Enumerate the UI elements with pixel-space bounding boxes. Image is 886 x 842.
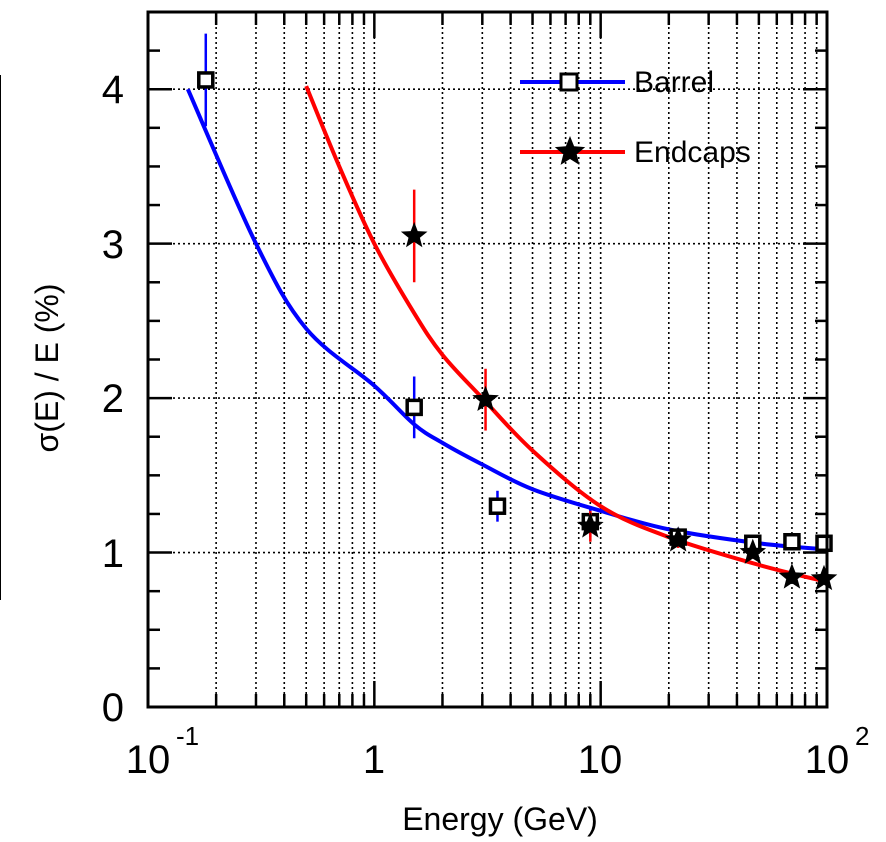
barrel-point bbox=[783, 532, 801, 551]
y-tick-label: 4 bbox=[102, 68, 124, 112]
plot-frame bbox=[146, 10, 829, 709]
endcaps-point bbox=[810, 564, 838, 591]
legend-barrel-label: Barrel bbox=[634, 66, 714, 99]
y-tick-label: 1 bbox=[102, 532, 124, 576]
y-tick-label: 3 bbox=[102, 223, 124, 267]
x-axis-label: Energy (GeV) bbox=[402, 801, 598, 837]
endcaps-point bbox=[739, 538, 767, 564]
barrel-point bbox=[488, 497, 507, 515]
x-tick-label: 1 bbox=[363, 738, 385, 782]
endcaps-point bbox=[472, 385, 499, 411]
y-axis-label: σ(E) / E (%) bbox=[29, 283, 65, 452]
endcaps-point bbox=[778, 563, 806, 589]
endcaps-point bbox=[400, 221, 428, 248]
y-tick-label: 0 bbox=[102, 686, 124, 730]
y-tick-label: 2 bbox=[102, 377, 124, 421]
legend-barrel-marker bbox=[559, 72, 579, 92]
axis-ticks bbox=[146, 12, 829, 709]
barrel-point bbox=[405, 398, 423, 417]
legend-endcaps-marker bbox=[554, 136, 586, 165]
x-tick-labels: 10 -1 1 10 10 2 bbox=[126, 721, 870, 782]
legend-endcaps-star bbox=[554, 136, 586, 165]
x-tick-label: 10 bbox=[578, 738, 623, 782]
grid-lines bbox=[148, 12, 827, 707]
legend: Barrel Endcaps bbox=[520, 66, 751, 169]
barrel-point bbox=[815, 534, 833, 553]
legend-endcaps-label: Endcaps bbox=[634, 136, 751, 169]
endcaps-point bbox=[577, 512, 604, 538]
endcaps-point bbox=[664, 526, 692, 552]
x-tick-label: 10 bbox=[126, 738, 171, 782]
barrel-point bbox=[197, 71, 215, 89]
y-tick-labels: 0 1 2 3 4 bbox=[102, 68, 124, 730]
x-tick-exponent: -1 bbox=[176, 721, 199, 751]
x-tick-exponent: 2 bbox=[855, 721, 869, 751]
x-tick-label: 10 bbox=[805, 738, 850, 782]
